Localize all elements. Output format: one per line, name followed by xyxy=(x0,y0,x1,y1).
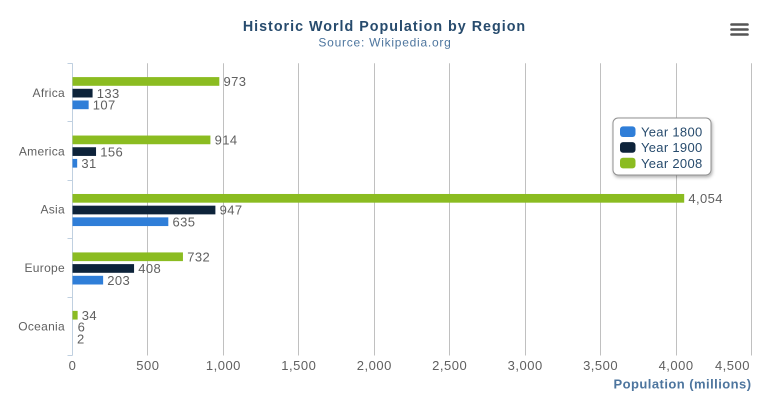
svg-text:2: 2 xyxy=(77,331,85,346)
svg-text:Asia: Asia xyxy=(40,203,65,217)
svg-text:1,500: 1,500 xyxy=(281,358,316,373)
svg-text:203: 203 xyxy=(107,273,130,288)
svg-text:500: 500 xyxy=(136,358,159,373)
svg-text:America: America xyxy=(19,144,65,158)
svg-text:635: 635 xyxy=(173,214,196,229)
svg-text:6: 6 xyxy=(78,320,86,335)
svg-text:Source: Wikipedia.org: Source: Wikipedia.org xyxy=(318,35,451,49)
svg-text:914: 914 xyxy=(215,133,238,148)
svg-text:Historic World Population by R: Historic World Population by Region xyxy=(243,19,526,35)
svg-text:34: 34 xyxy=(82,308,97,323)
svg-text:0: 0 xyxy=(69,358,77,373)
svg-text:1,000: 1,000 xyxy=(206,358,241,373)
svg-text:408: 408 xyxy=(138,261,161,276)
svg-text:2,500: 2,500 xyxy=(432,358,467,373)
svg-text:Population (millions): Population (millions) xyxy=(614,377,752,392)
svg-text:Europe: Europe xyxy=(25,261,66,275)
svg-text:4,054: 4,054 xyxy=(688,191,723,206)
svg-text:2,000: 2,000 xyxy=(357,358,392,373)
svg-text:156: 156 xyxy=(100,144,123,159)
svg-text:947: 947 xyxy=(220,203,243,218)
svg-text:Year 2008: Year 2008 xyxy=(641,156,703,171)
svg-text:Year 1900: Year 1900 xyxy=(641,140,703,155)
svg-text:4,000: 4,000 xyxy=(659,358,694,373)
svg-text:107: 107 xyxy=(93,98,116,113)
svg-text:973: 973 xyxy=(224,74,247,89)
svg-text:Year 1800: Year 1800 xyxy=(641,124,703,139)
svg-text:732: 732 xyxy=(187,250,210,265)
svg-text:31: 31 xyxy=(81,156,96,171)
svg-text:Africa: Africa xyxy=(33,86,65,100)
svg-text:4,500: 4,500 xyxy=(715,358,750,373)
svg-text:3,500: 3,500 xyxy=(583,358,618,373)
svg-text:3,000: 3,000 xyxy=(508,358,543,373)
svg-text:Oceania: Oceania xyxy=(18,320,65,334)
svg-text:133: 133 xyxy=(97,86,120,101)
